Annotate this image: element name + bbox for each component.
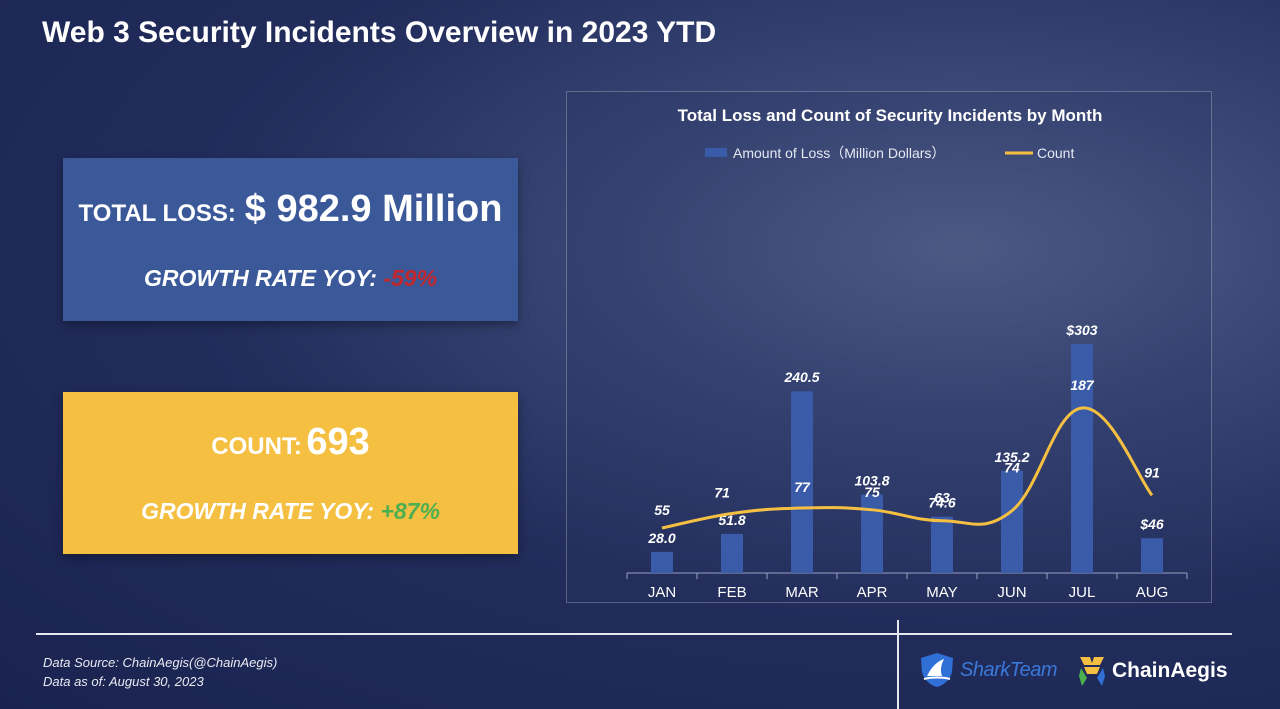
count-growth-value: +87% (380, 498, 440, 524)
count-growth-label: GROWTH RATE YOY: (141, 498, 375, 524)
count-value-label: 55 (654, 502, 670, 518)
count-value-label: 63 (934, 490, 950, 506)
chart-title: Total Loss and Count of Security Inciden… (678, 106, 1103, 125)
count-value-label: 91 (1144, 464, 1160, 480)
x-tick-label: FEB (717, 584, 746, 601)
x-tick-label: JUL (1069, 584, 1096, 601)
bar-mar (791, 391, 813, 573)
bar-jun (1001, 470, 1023, 573)
data-as-of-text: Data as of: August 30, 2023 (43, 674, 204, 689)
legend-swatch-loss (705, 148, 727, 157)
chainaegis-mark-icon (1079, 657, 1105, 686)
chart-plot: 28.0JAN51.8FEB240.5MAR103.8APR74.6MAY135… (626, 322, 1188, 601)
count-growth-line: GROWTH RATE YOY: +87% (141, 498, 440, 525)
x-tick-label: MAR (785, 584, 819, 601)
legend-label-loss: Amount of Loss（Million Dollars） (733, 145, 945, 161)
bar-value-label: 240.5 (783, 369, 819, 385)
total-loss-card: TOTAL LOSS: $ 982.9 Million GROWTH RATE … (63, 158, 518, 321)
chart-legend: Amount of Loss（Million Dollars） Count (705, 145, 1074, 161)
bar-value-label: $46 (1139, 516, 1164, 532)
count-value-label: 77 (794, 479, 811, 495)
data-source-text: Data Source: ChainAegis(@ChainAegis) (43, 655, 278, 670)
footer-divider (36, 633, 1232, 635)
count-value-label: 187 (1070, 377, 1095, 393)
count-value-label: 74 (1004, 460, 1020, 476)
bar-value-label: $303 (1065, 322, 1097, 338)
bar-feb (721, 533, 743, 573)
bar-value-label: 103.8 (854, 473, 889, 489)
bar-jul (1071, 344, 1093, 573)
total-loss-label: TOTAL LOSS: (78, 199, 236, 227)
bar-value-label: 74.6 (928, 495, 955, 511)
total-loss-line: TOTAL LOSS: $ 982.9 Million (79, 188, 503, 231)
bar-value-label: 135.2 (994, 449, 1029, 465)
count-value-label: 75 (864, 484, 880, 500)
chart-container: Total Loss and Count of Security Inciden… (566, 91, 1212, 603)
legend-label-count: Count (1037, 145, 1074, 161)
count-line (661, 406, 1154, 530)
count-label: COUNT: (211, 433, 302, 460)
x-tick-label: AUG (1136, 584, 1169, 601)
shark-shield-icon (921, 653, 953, 687)
footer-vertical-divider (897, 620, 899, 709)
x-tick-label: JAN (648, 584, 676, 601)
chainaegis-logo-text: ChainAegis (1112, 659, 1228, 682)
sharkteam-logo: SharkTeam (918, 652, 1058, 688)
bar-value-label: 28.0 (647, 530, 675, 546)
x-tick-label: APR (857, 584, 888, 601)
chart-svg: Total Loss and Count of Security Inciden… (626, 106, 1188, 601)
sharkteam-logo-text: SharkTeam (960, 658, 1058, 681)
count-line: COUNT: 693 (211, 421, 370, 464)
total-loss-value: $ 982.9 Million (244, 187, 503, 230)
count-card: COUNT: 693 GROWTH RATE YOY: +87% (63, 392, 518, 554)
x-tick-label: MAY (926, 584, 957, 601)
count-value: 693 (306, 421, 370, 463)
bar-jan (651, 551, 673, 573)
page-title: Web 3 Security Incidents Overview in 202… (42, 16, 717, 49)
bar-aug (1141, 538, 1163, 573)
loss-growth-label: GROWTH RATE YOY: (143, 264, 377, 291)
chainaegis-logo: ChainAegis (1078, 654, 1228, 688)
x-tick-label: JUN (997, 584, 1026, 601)
loss-growth-line: GROWTH RATE YOY: -59% (144, 265, 437, 292)
bar-may (931, 516, 953, 573)
bar-apr (861, 494, 883, 573)
loss-growth-value: -59% (383, 264, 438, 291)
count-value-label: 71 (714, 484, 730, 500)
